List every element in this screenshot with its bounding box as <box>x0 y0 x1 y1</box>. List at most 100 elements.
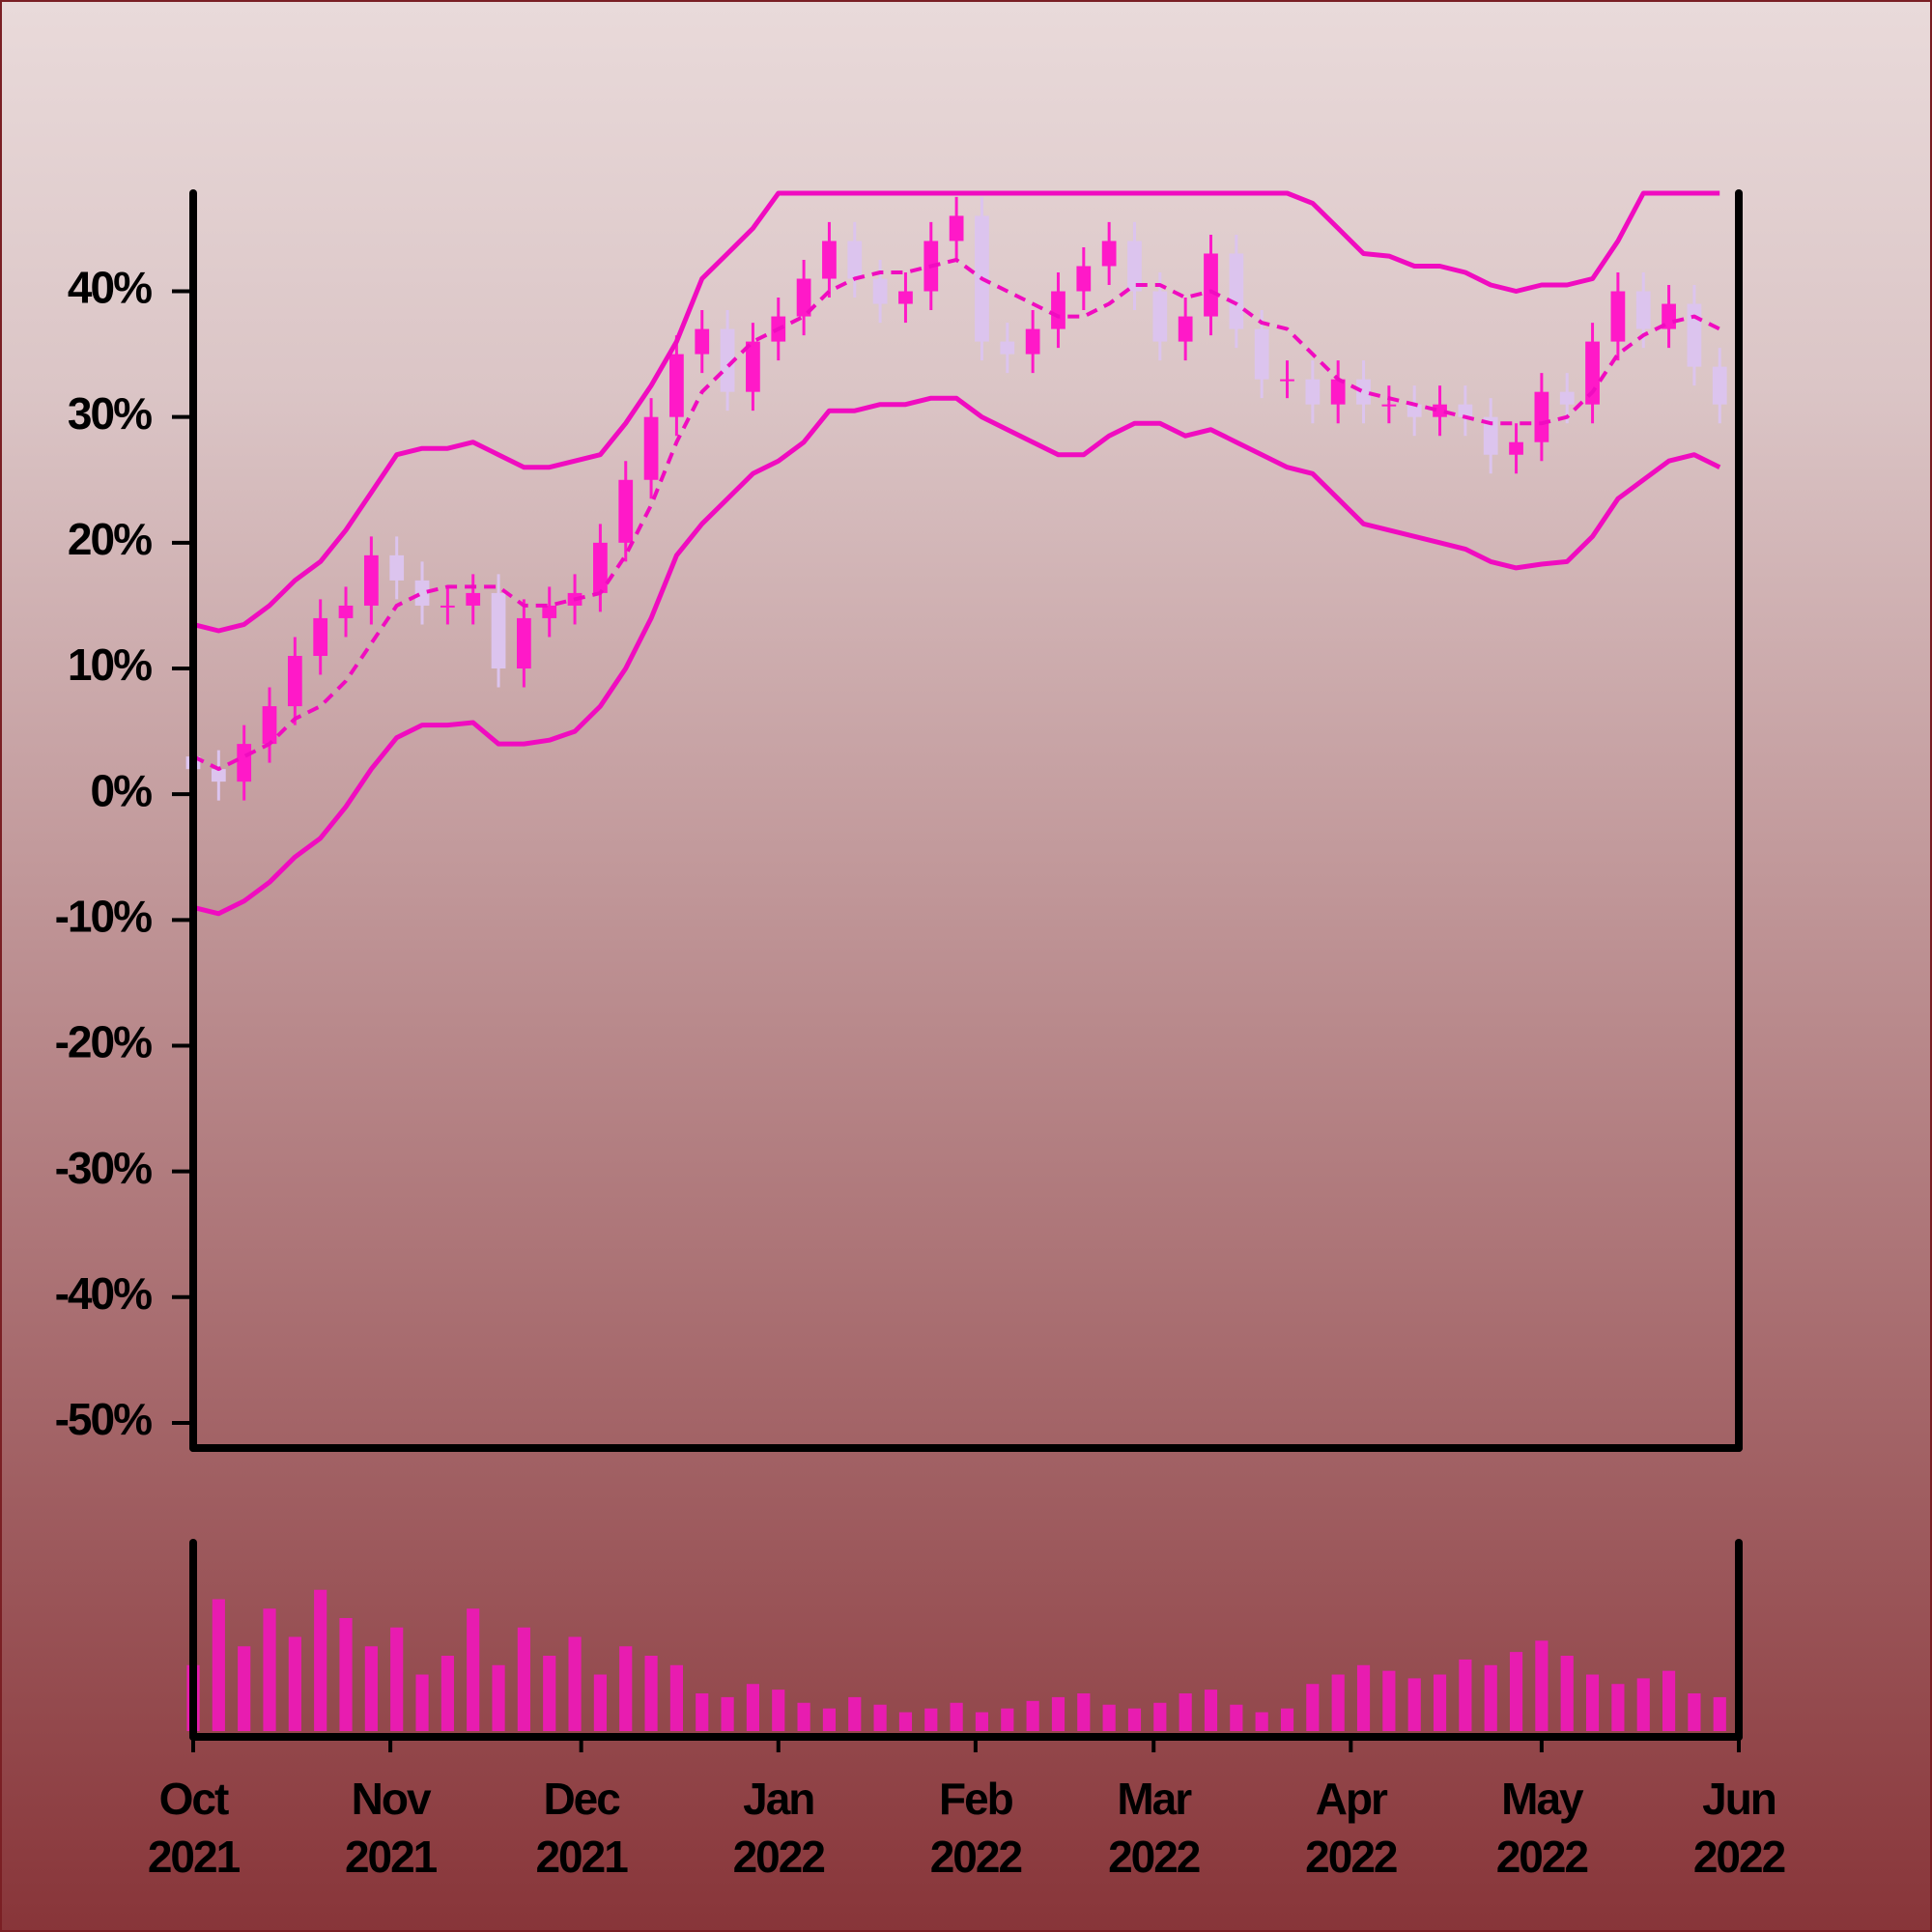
candle-body <box>847 241 863 279</box>
candle-body <box>1406 404 1422 417</box>
candle-body <box>414 580 430 606</box>
candle-body <box>1101 241 1117 267</box>
volume-bar <box>1636 1678 1650 1731</box>
x-tick-label: Feb 2022 <box>930 1774 1022 1882</box>
band-upper <box>192 190 1720 634</box>
candle-body <box>211 769 226 782</box>
x-tick-label: Jan 2022 <box>733 1774 825 1882</box>
candle-body <box>1025 328 1040 355</box>
candle-body <box>1534 391 1549 442</box>
volume-bar <box>1051 1696 1065 1731</box>
volume-bar <box>721 1696 734 1731</box>
x-tick-label: Mar 2022 <box>1108 1774 1200 1882</box>
candle-body <box>643 416 659 480</box>
volume-bar <box>848 1696 862 1731</box>
candle-body <box>1509 441 1523 455</box>
volume-bar <box>339 1618 353 1731</box>
volume-bar <box>263 1608 276 1731</box>
candle-body <box>1433 404 1447 417</box>
volume-bar <box>467 1608 480 1731</box>
y-tick-label: -50% <box>55 1394 152 1444</box>
x-tick-label: Apr 2022 <box>1305 1774 1397 1882</box>
volume-bar <box>1688 1693 1701 1731</box>
candle-body <box>1152 291 1168 342</box>
volume-bar <box>415 1674 429 1731</box>
candle-body <box>1381 404 1397 407</box>
volume-bar <box>1585 1674 1600 1731</box>
volume-bar <box>1153 1702 1167 1731</box>
candle-body <box>898 291 913 304</box>
volume-bar <box>364 1646 378 1731</box>
candle-body <box>1000 341 1015 355</box>
candle-body <box>1305 379 1321 405</box>
candle-body <box>363 554 379 606</box>
y-tick-label: -40% <box>55 1268 152 1319</box>
volume-bar <box>1509 1652 1523 1731</box>
volume-bar <box>1001 1708 1014 1731</box>
candle-body <box>1204 253 1218 317</box>
volume-bar <box>568 1636 582 1731</box>
candle-body <box>542 605 557 618</box>
volume-bar <box>1560 1656 1574 1731</box>
volume-bar <box>644 1656 658 1731</box>
x-tick-label: Jun 2022 <box>1693 1774 1785 1882</box>
y-tick-label: -20% <box>55 1017 152 1067</box>
volume-bar <box>1382 1670 1396 1731</box>
volume-bar <box>975 1712 989 1731</box>
y-tick-label: -30% <box>55 1143 152 1193</box>
y-tick-label: 10% <box>68 639 152 690</box>
candle-body <box>1127 241 1142 292</box>
volume-bar <box>1204 1690 1218 1731</box>
candle-body <box>1280 379 1294 382</box>
candle-body <box>1712 366 1727 405</box>
volume-bar <box>1407 1678 1421 1731</box>
volume-bar <box>1102 1704 1116 1731</box>
volume-bar <box>619 1646 633 1731</box>
volume-bar <box>1179 1693 1192 1731</box>
candle-body <box>287 655 302 707</box>
candle-body <box>389 554 405 581</box>
y-tick-label: 30% <box>68 388 152 439</box>
candle-body <box>491 592 506 669</box>
candle-body <box>1178 316 1193 342</box>
candle-body <box>262 706 277 745</box>
volume-bar <box>1280 1708 1294 1731</box>
volume-bar <box>1662 1670 1676 1731</box>
volume-bar <box>1306 1684 1320 1731</box>
candle-body <box>618 479 634 543</box>
y-tick-label: 0% <box>91 765 153 815</box>
volume-bar <box>517 1627 530 1731</box>
candle-body <box>1559 391 1575 405</box>
candle-body <box>1635 291 1651 329</box>
volume-bar <box>1535 1640 1548 1731</box>
candle-body <box>695 328 710 355</box>
candle-body <box>1483 416 1498 455</box>
volume-bar <box>669 1664 683 1731</box>
y-tick-label: 20% <box>68 514 152 564</box>
candle-body <box>1330 379 1346 405</box>
volume-bar <box>440 1656 454 1731</box>
volume-bar <box>1611 1684 1625 1731</box>
volume-bar <box>950 1702 963 1731</box>
volume-bar <box>288 1636 301 1731</box>
candle-body <box>237 744 252 782</box>
volume-bar <box>1356 1664 1371 1731</box>
x-tick-label: Oct 2021 <box>148 1774 241 1882</box>
candle-body <box>720 328 735 392</box>
x-tick-label: Dec 2021 <box>535 1774 628 1882</box>
volume-bar <box>696 1693 709 1731</box>
candle-body <box>1356 379 1371 405</box>
volume-bar <box>822 1708 837 1731</box>
volume-bar <box>593 1674 607 1731</box>
volume-bar <box>1459 1659 1472 1731</box>
y-tick-label: 40% <box>68 263 152 313</box>
candle-body <box>822 241 837 279</box>
volume-bar <box>1433 1674 1447 1731</box>
candle-body <box>746 341 760 392</box>
x-tick-label: Nov 2021 <box>345 1774 438 1882</box>
candle-body <box>669 354 684 417</box>
candle-body <box>517 617 531 669</box>
candle-body <box>1662 303 1676 329</box>
volume-bar <box>1713 1696 1726 1731</box>
